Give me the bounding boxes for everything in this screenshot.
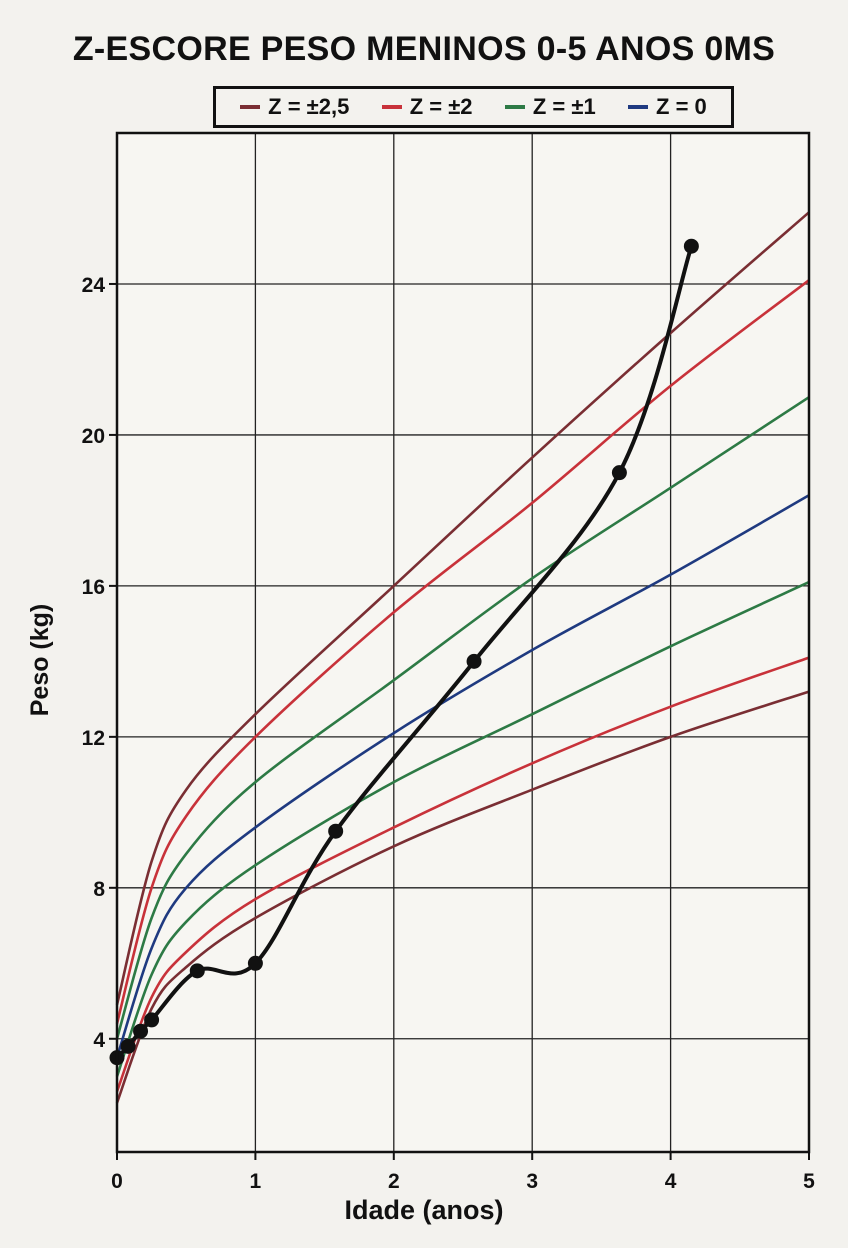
chart-title: Z-ESCORE PESO MENINOS 0-5 ANOS 0MS <box>72 30 776 68</box>
x-tick-label: 5 <box>803 1170 815 1193</box>
x-tick-label: 1 <box>250 1170 262 1193</box>
y-tick-label: 4 <box>93 1029 105 1052</box>
y-tick-label: 24 <box>82 274 106 297</box>
y-tick-label: 8 <box>93 878 105 901</box>
x-tick-label: 0 <box>111 1170 123 1193</box>
x-tick-label: 4 <box>665 1170 677 1193</box>
legend-swatch-z-2 <box>381 105 402 109</box>
x-tick-label: 3 <box>526 1170 538 1193</box>
legend-item-z-2-5: Z = ±2,5 <box>240 94 349 120</box>
measurement-point <box>328 823 344 839</box>
series-line-z-0 <box>115 494 810 1058</box>
legend-label-z-0: Z = 0 <box>656 94 707 119</box>
series-line-z-plusminus-1 <box>115 396 810 1040</box>
chart-legend: Z = ±2,5 Z = ±2 Z = ±1 Z = 0 <box>213 86 734 128</box>
legend-swatch-z-0 <box>628 105 649 109</box>
legend-label-z-2-5: Z = ±2,5 <box>268 94 350 119</box>
legend-swatch-z-1 <box>504 105 525 109</box>
legend-item-z-1: Z = ±1 <box>504 94 596 120</box>
measurement-point <box>247 955 263 971</box>
measurement-point <box>683 238 699 254</box>
y-tick-label: 16 <box>82 576 105 599</box>
measurement-point <box>120 1038 136 1054</box>
plot-area <box>117 133 809 1152</box>
measurement-point <box>611 465 627 481</box>
series-line-z-minus-1 <box>115 580 810 1077</box>
legend-item-z-0: Z = 0 <box>628 94 707 120</box>
y-tick-label: 12 <box>82 727 105 750</box>
measurement-point <box>144 1012 160 1028</box>
legend-swatch-z-2-5 <box>240 105 261 109</box>
series-line-z-minus-2-5 <box>115 690 810 1104</box>
x-tick-label: 2 <box>388 1170 400 1193</box>
plot-border <box>115 131 811 1154</box>
legend-label-z-1: Z = ±1 <box>532 94 596 119</box>
measurement-point <box>466 653 482 669</box>
legend-item-z-2: Z = ±2 <box>381 94 473 120</box>
measurement-point <box>133 1023 149 1039</box>
y-tick-label: 20 <box>82 425 105 448</box>
legend-label-z-2: Z = ±2 <box>409 94 473 119</box>
x-axis-label: Idade (anos) <box>344 1195 504 1225</box>
y-axis-label: Peso (kg) <box>25 603 54 717</box>
series-line-z-plusminus-2 <box>115 279 810 1025</box>
measurement-point <box>189 963 205 979</box>
series-line-z-minus-2 <box>115 656 810 1093</box>
